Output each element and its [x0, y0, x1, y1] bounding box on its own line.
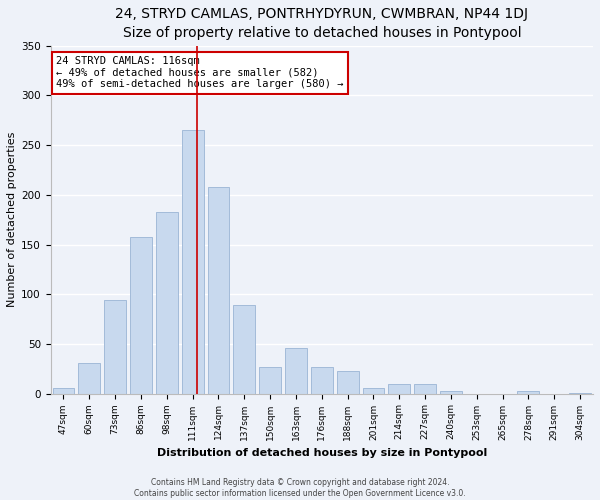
- Bar: [130, 236, 152, 394]
- Bar: [517, 390, 539, 394]
- Bar: [388, 384, 410, 394]
- Bar: [182, 130, 203, 394]
- Bar: [104, 300, 126, 394]
- Bar: [79, 363, 100, 394]
- Bar: [362, 388, 385, 394]
- Bar: [440, 390, 462, 394]
- Bar: [156, 212, 178, 394]
- Bar: [337, 371, 359, 394]
- Bar: [569, 392, 591, 394]
- Text: 24 STRYD CAMLAS: 116sqm
← 49% of detached houses are smaller (582)
49% of semi-d: 24 STRYD CAMLAS: 116sqm ← 49% of detache…: [56, 56, 344, 90]
- Bar: [311, 367, 333, 394]
- Bar: [414, 384, 436, 394]
- Text: Contains HM Land Registry data © Crown copyright and database right 2024.
Contai: Contains HM Land Registry data © Crown c…: [134, 478, 466, 498]
- Y-axis label: Number of detached properties: Number of detached properties: [7, 132, 17, 308]
- Title: 24, STRYD CAMLAS, PONTRHYDYRUN, CWMBRAN, NP44 1DJ
Size of property relative to d: 24, STRYD CAMLAS, PONTRHYDYRUN, CWMBRAN,…: [115, 7, 529, 40]
- X-axis label: Distribution of detached houses by size in Pontypool: Distribution of detached houses by size …: [157, 448, 487, 458]
- Bar: [285, 348, 307, 394]
- Bar: [53, 388, 74, 394]
- Bar: [208, 187, 229, 394]
- Bar: [259, 367, 281, 394]
- Bar: [233, 305, 256, 394]
